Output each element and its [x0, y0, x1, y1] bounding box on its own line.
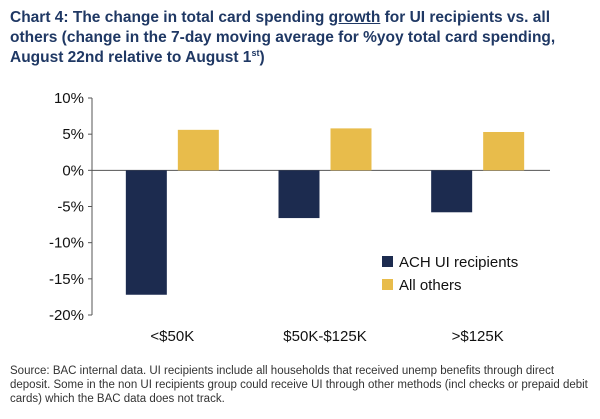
legend-swatch — [382, 256, 393, 267]
bar-all-others — [330, 128, 372, 171]
legend-label: ACH UI recipients — [399, 254, 518, 271]
title-text-continued: for UI recipients vs. all others (change… — [10, 9, 556, 66]
bar-all-others — [177, 129, 219, 171]
title-superscript: st — [251, 47, 260, 58]
title-underlined-word: growth — [328, 9, 381, 26]
x-category-label: <$50K — [150, 328, 194, 345]
y-tick-label: 10% — [54, 90, 84, 107]
y-tick-label: -10% — [49, 235, 84, 252]
y-tick-label: -5% — [57, 199, 84, 216]
x-category-label: $50K-$125K — [283, 328, 366, 345]
y-tick-label: -15% — [49, 271, 84, 288]
y-tick-label: 0% — [62, 162, 84, 179]
y-tick-label: -20% — [49, 307, 84, 324]
bar-ach-ui-recipients — [125, 170, 167, 295]
chart-title: Chart 4: The change in total card spendi… — [10, 8, 590, 68]
bar-all-others — [483, 131, 525, 171]
bar-ach-ui-recipients — [278, 170, 320, 219]
legend-swatch — [382, 279, 393, 290]
title-text: Chart 4: The change in total card spendi… — [10, 9, 329, 26]
legend-label: All others — [399, 277, 462, 294]
title-text-end: ) — [259, 49, 265, 66]
x-category-label: >$125K — [452, 328, 504, 345]
bar-ach-ui-recipients — [431, 170, 473, 213]
y-tick-label: 5% — [62, 126, 84, 143]
source-note: Source: BAC internal data. UI recipients… — [10, 365, 588, 405]
bar-chart: 10% 5% 0% -5% -10% -15% -20% <$50K $50K-$125K >$1… — [49, 90, 550, 345]
